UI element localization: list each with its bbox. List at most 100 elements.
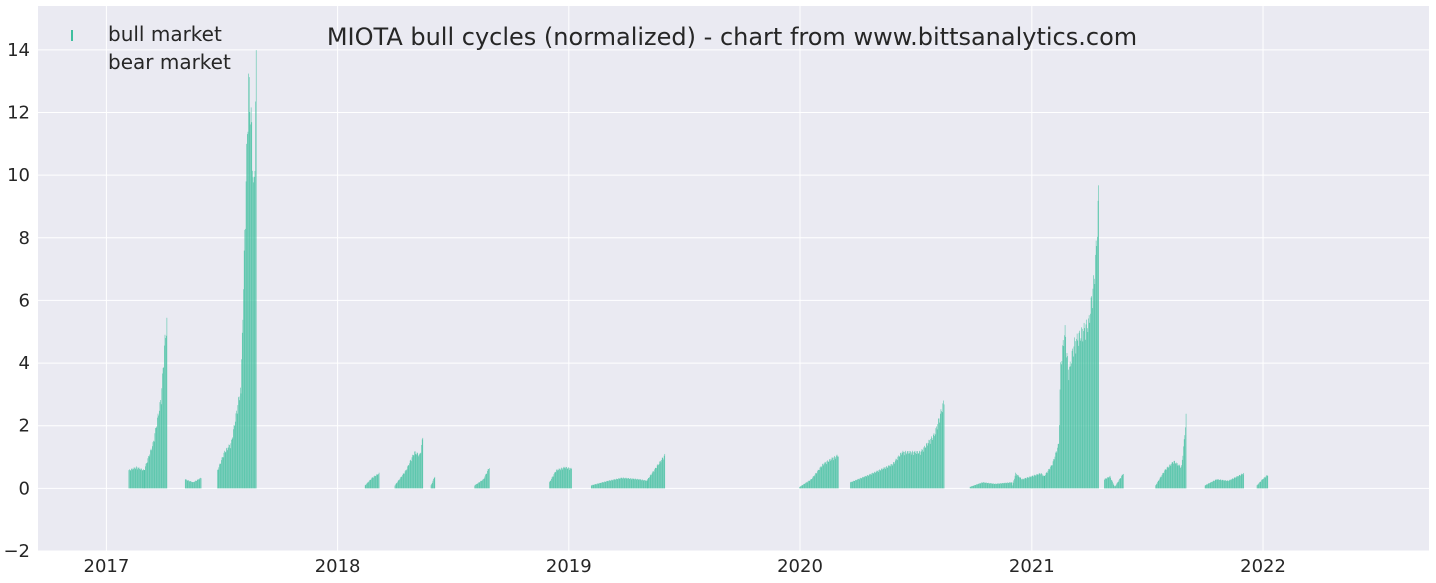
bull-bar (986, 482, 987, 489)
bull-bar (1041, 473, 1042, 489)
bull-bar (860, 478, 862, 489)
bull-bar (642, 480, 644, 489)
bull-bar (228, 447, 229, 489)
x-tick-label: 2017 (84, 556, 130, 577)
bull-bar (810, 479, 812, 489)
bull-bar (1000, 483, 1001, 489)
bull-bar (1039, 473, 1041, 489)
bull-bar (1228, 480, 1230, 489)
bull-bar (1007, 482, 1008, 489)
bull-bar (135, 467, 137, 489)
bull-bar (1237, 476, 1238, 489)
bull-bar (601, 482, 602, 489)
bull-bar (554, 472, 556, 489)
bull-bar (1038, 473, 1040, 489)
bull-bar (1046, 472, 1048, 489)
bull-bar (650, 474, 652, 489)
bull-bar (987, 483, 989, 489)
bull-bar (888, 465, 889, 489)
bull-bar (157, 417, 158, 489)
bull-bar (1092, 308, 1093, 489)
bull-bar (193, 482, 195, 489)
bull-bar (156, 426, 158, 489)
bull-bar (886, 466, 888, 489)
legend: bull market bear market (71, 22, 231, 74)
bull-bar (154, 433, 156, 489)
bull-bar (620, 477, 622, 489)
bull-bar (801, 485, 803, 489)
bull-bar (601, 482, 603, 489)
bull-bar (374, 476, 376, 489)
bull-bar (596, 484, 597, 489)
bull-bar (1206, 484, 1207, 489)
bull-bar (131, 468, 133, 489)
bull-bar (1044, 475, 1046, 489)
bull-bar (901, 452, 903, 489)
bull-bar (477, 483, 479, 489)
bull-bar (1016, 473, 1017, 489)
bull-bar (1258, 483, 1260, 489)
bull-bar (1068, 380, 1070, 489)
bull-bar (377, 474, 379, 489)
bull-bar (905, 450, 906, 489)
bull-bar (979, 483, 980, 489)
bull-bar (973, 485, 975, 489)
bull-bar (800, 485, 802, 489)
bull-bar (878, 470, 880, 489)
bull-bar (1045, 472, 1047, 489)
bull-bar (591, 485, 593, 489)
bull-bar (1054, 456, 1056, 489)
bull-bar (475, 484, 477, 489)
bull-bar (615, 479, 616, 489)
bull-bar (1209, 482, 1211, 489)
bull-bar (1095, 240, 1097, 489)
bull-bar (634, 478, 636, 489)
bull-bar (943, 400, 944, 489)
bull-bar (188, 480, 189, 489)
bull-bar (993, 483, 994, 489)
bull-bar (200, 477, 201, 489)
bull-bar (1204, 485, 1206, 489)
bull-bar (228, 444, 230, 489)
bull-bar (1214, 481, 1215, 489)
bull-bar (1035, 475, 1036, 489)
bull-bar (1061, 360, 1063, 489)
bull-bar (141, 470, 143, 489)
bull-bar (1225, 480, 1226, 489)
bull-bar (1043, 475, 1044, 489)
bull-bar (822, 463, 824, 489)
bull-bar (971, 486, 973, 489)
bull-bar (862, 476, 864, 489)
bull-bar (1235, 477, 1236, 489)
bull-bar (1159, 477, 1161, 489)
bull-bar (617, 479, 619, 489)
bull-bar (807, 481, 809, 489)
bull-bar (1078, 332, 1080, 489)
bull-bar (1067, 369, 1069, 489)
bull-bar (1117, 481, 1119, 489)
bull-bar (367, 482, 368, 489)
bull-bar (853, 480, 855, 489)
bull-bar (925, 447, 927, 489)
bull-bar (1012, 485, 1013, 489)
bull-bar (1029, 476, 1030, 489)
bull-bar (194, 481, 196, 489)
bull-bar (660, 460, 661, 489)
bull-bar (893, 462, 894, 489)
bull-bar (867, 475, 869, 489)
bull-bar (622, 477, 624, 489)
bull-bar (1205, 485, 1206, 489)
bull-bar (556, 469, 558, 489)
bull-bar (1228, 481, 1229, 489)
bull-bar (1207, 483, 1209, 489)
bull-bar (1028, 477, 1029, 489)
bull-bar (366, 484, 367, 489)
bull-bar (139, 468, 140, 489)
bull-bar (1168, 466, 1170, 489)
bull-bar (974, 485, 976, 489)
bull-bar (1180, 468, 1181, 489)
bull-bar (976, 484, 977, 489)
bull-bar (912, 452, 914, 489)
bull-bar (923, 447, 925, 489)
bull-bar (1164, 470, 1165, 489)
